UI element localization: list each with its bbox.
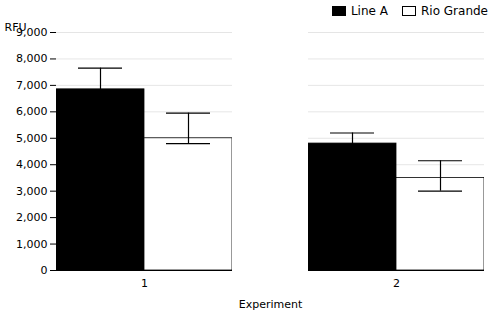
svg-text:2: 2 [393, 277, 400, 290]
svg-text:5,000: 5,000 [16, 132, 48, 145]
html-text:Line A: Line A [350, 4, 388, 18]
svg-text:Experiment: Experiment [239, 298, 303, 311]
svg-text:9,000: 9,000 [16, 26, 48, 39]
svg-text:6,000: 6,000 [16, 105, 48, 118]
svg-text:0: 0 [41, 264, 48, 277]
html-text:Rio Grande: Rio Grande [421, 4, 488, 18]
svg-text:2,000: 2,000 [16, 211, 48, 224]
svg-text:3,000: 3,000 [16, 185, 48, 198]
svg-text:7,000: 7,000 [16, 79, 48, 92]
svg-text:4,000: 4,000 [16, 158, 48, 171]
svg-text:RFU: RFU [5, 21, 27, 34]
svg-text:1,000: 1,000 [16, 238, 48, 251]
svg-text:8,000: 8,000 [16, 52, 48, 65]
svg-text:1: 1 [141, 277, 148, 290]
